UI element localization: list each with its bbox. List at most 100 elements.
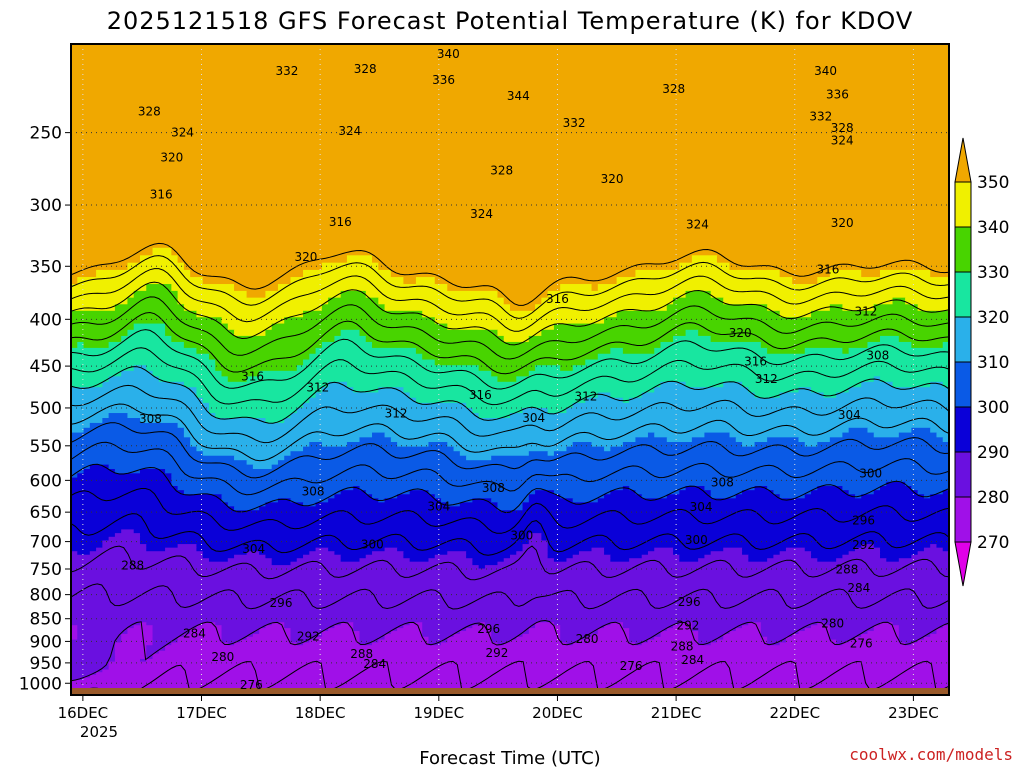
fill-cell bbox=[234, 284, 279, 292]
contour-label: 292 bbox=[852, 538, 875, 552]
fill-cell bbox=[930, 544, 938, 549]
fill-cell bbox=[208, 408, 298, 414]
fill-cell bbox=[114, 533, 141, 538]
fill-cell bbox=[917, 304, 949, 312]
fill-cell bbox=[334, 625, 354, 629]
contour-line bbox=[71, 347, 949, 406]
fill-cell bbox=[729, 262, 949, 271]
fill-cell bbox=[742, 490, 774, 495]
fill-cell bbox=[409, 558, 430, 563]
fill-cell bbox=[873, 304, 919, 312]
fill-cell bbox=[127, 297, 179, 305]
fill-cell bbox=[773, 490, 812, 495]
fill-cell bbox=[83, 341, 110, 349]
fill-cell bbox=[315, 547, 329, 552]
fill-cell bbox=[422, 628, 467, 632]
fill-cell bbox=[397, 442, 430, 448]
fill-cell bbox=[71, 594, 949, 599]
fill-cell bbox=[880, 551, 919, 556]
fill-cell bbox=[284, 622, 342, 626]
fill-cell bbox=[616, 277, 793, 285]
fill-cell bbox=[547, 540, 949, 545]
fill-cell bbox=[71, 247, 154, 256]
fill-cell bbox=[321, 262, 379, 271]
fill-cell bbox=[353, 387, 379, 394]
fill-cell bbox=[785, 636, 831, 641]
fill-cell bbox=[936, 628, 949, 632]
fill-cell bbox=[202, 397, 310, 404]
contour-label: 308 bbox=[139, 412, 162, 426]
fill-cell bbox=[71, 335, 122, 343]
fill-cell bbox=[854, 547, 881, 552]
fill-cell bbox=[183, 262, 323, 271]
fill-cell bbox=[466, 554, 511, 559]
fill-cell bbox=[215, 365, 298, 372]
fill-cell bbox=[685, 329, 699, 337]
fill-cell bbox=[227, 376, 248, 383]
fill-cell bbox=[528, 631, 561, 635]
fill-cell bbox=[71, 56, 949, 70]
fill-cell bbox=[528, 498, 574, 503]
contour-label: 296 bbox=[678, 595, 701, 609]
fill-cell bbox=[71, 290, 135, 299]
fill-cell bbox=[497, 290, 549, 299]
fill-cell bbox=[898, 631, 938, 635]
fill-cell bbox=[572, 642, 637, 646]
fill-cell bbox=[71, 323, 135, 331]
fill-cell bbox=[942, 341, 949, 349]
contour-label: 296 bbox=[477, 622, 500, 636]
fill-cell bbox=[190, 269, 304, 278]
fill-cell bbox=[71, 498, 223, 503]
contour-label: 284 bbox=[183, 626, 206, 640]
fill-cell bbox=[202, 551, 248, 556]
fill-cell bbox=[334, 494, 373, 499]
contour-label: 316 bbox=[150, 187, 173, 201]
fill-cell bbox=[873, 432, 900, 438]
fill-cell bbox=[635, 437, 668, 443]
colorbar-label: 270 bbox=[977, 533, 1009, 553]
fill-cell bbox=[610, 347, 624, 355]
y-tick-label: 350 bbox=[30, 257, 62, 277]
fill-cell bbox=[71, 341, 78, 349]
fill-cell bbox=[71, 255, 141, 264]
fill-cell bbox=[152, 370, 223, 377]
fill-cell bbox=[629, 631, 662, 635]
contour-line bbox=[71, 488, 949, 534]
fill-cell bbox=[127, 262, 185, 271]
fill-cell bbox=[165, 468, 949, 474]
fill-cell bbox=[71, 163, 949, 174]
fill-cell bbox=[71, 207, 949, 217]
fill-cell bbox=[930, 633, 949, 638]
fill-cell bbox=[698, 329, 949, 337]
colorbar-label: 300 bbox=[977, 398, 1009, 418]
fill-cell bbox=[77, 636, 122, 641]
fill-cell bbox=[829, 437, 944, 443]
grid-lines bbox=[71, 44, 949, 695]
fill-cell bbox=[71, 402, 210, 409]
fill-cell bbox=[604, 625, 624, 629]
x-year-label: 2025 bbox=[80, 723, 118, 741]
fill-cell bbox=[898, 633, 931, 638]
fill-cell bbox=[114, 304, 185, 312]
fill-cell bbox=[691, 437, 737, 443]
fill-cell bbox=[183, 633, 223, 638]
fill-cell bbox=[108, 536, 141, 542]
fill-cell bbox=[165, 329, 235, 337]
fill-cell bbox=[290, 498, 329, 503]
fill-cell bbox=[704, 432, 731, 438]
fill-cell bbox=[340, 554, 367, 559]
fill-cell bbox=[654, 432, 706, 438]
fill-cell bbox=[177, 639, 223, 644]
fill-cell bbox=[704, 486, 756, 491]
fill-cell bbox=[296, 408, 473, 414]
fill-cell bbox=[447, 323, 555, 331]
fill-cell bbox=[760, 633, 793, 638]
fill-cell bbox=[102, 669, 949, 673]
fill-cell bbox=[892, 297, 906, 305]
fill-cell bbox=[911, 554, 949, 559]
fill-cell bbox=[767, 486, 818, 491]
fill-cell bbox=[804, 547, 856, 552]
fill-cell bbox=[861, 544, 875, 549]
fill-cell bbox=[71, 113, 949, 125]
